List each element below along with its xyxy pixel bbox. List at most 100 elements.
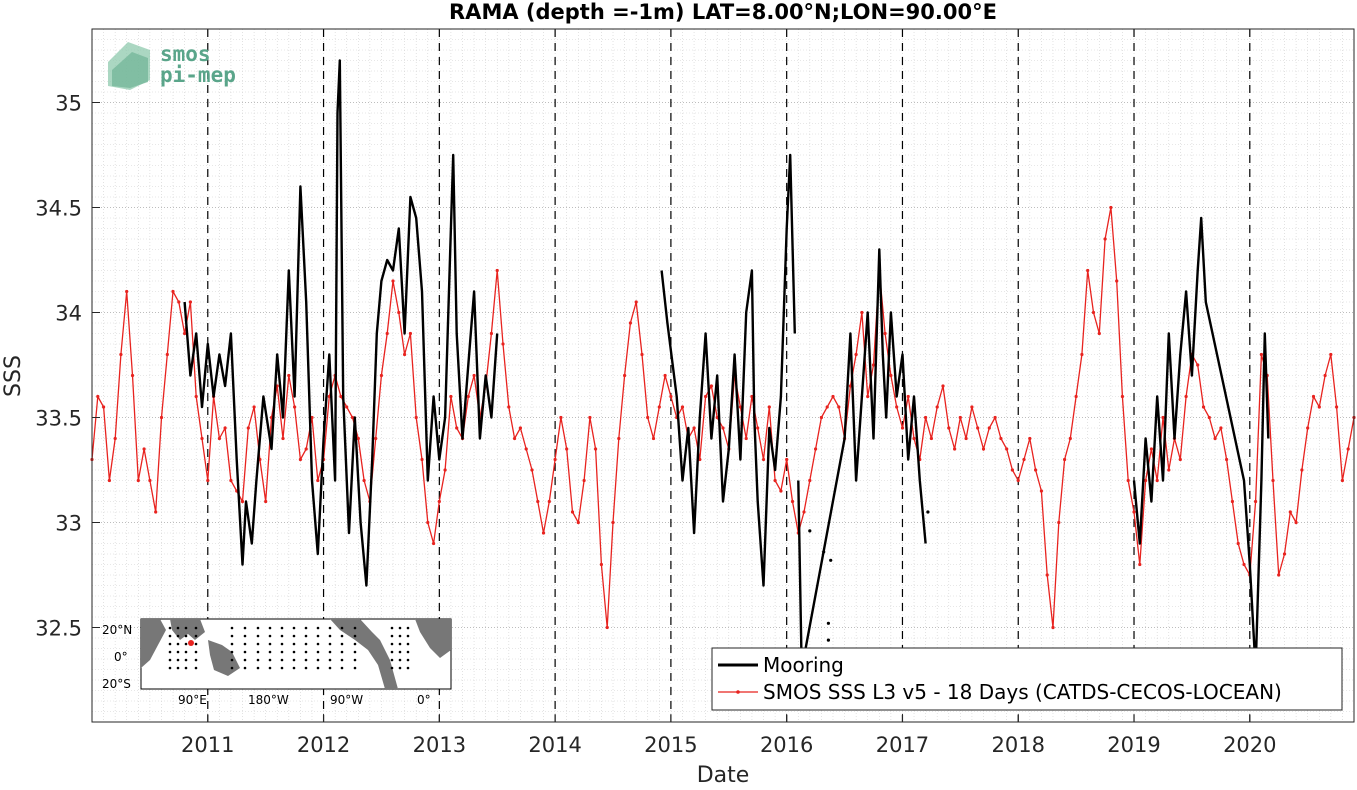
y-axis-label: SSS	[1, 355, 26, 397]
mooring-dot	[176, 634, 180, 638]
smos-data-point	[947, 426, 951, 430]
mooring-dot	[194, 642, 198, 646]
smos-data-point	[223, 426, 227, 430]
smos-data-point	[1207, 415, 1211, 420]
smos-data-point	[704, 394, 708, 399]
smos-data-point	[1294, 520, 1298, 525]
mooring-isolated-point	[808, 529, 812, 533]
mooring-dot	[230, 658, 234, 662]
mooring-dot	[268, 634, 272, 638]
smos-data-point	[1219, 426, 1223, 430]
mooring-isolated-point	[826, 621, 831, 625]
smos-data-point	[623, 373, 627, 378]
x-tick-label: 2011	[181, 733, 234, 757]
mooring-dot	[256, 634, 260, 638]
smos-data-point	[1335, 405, 1339, 409]
x-tick-label: 2012	[297, 733, 350, 757]
mooring-dot	[304, 658, 308, 662]
mooring-dot	[268, 666, 272, 670]
mooring-dot	[176, 650, 180, 654]
mooring-dot	[184, 650, 188, 654]
smos-data-point	[651, 436, 656, 441]
smos-data-point	[530, 468, 534, 472]
smos-data-point	[761, 457, 766, 462]
smos-data-point	[900, 426, 905, 430]
smos-data-point	[316, 478, 320, 483]
smos-data-point	[472, 373, 476, 378]
mooring-dot	[353, 650, 357, 654]
inset-station-marker	[188, 640, 194, 646]
mooring-dot	[280, 666, 284, 670]
smos-data-point	[594, 447, 598, 451]
smos-data-point	[443, 468, 447, 472]
mooring-dot	[268, 642, 272, 646]
x-tick-label: 2020	[1223, 733, 1276, 757]
smos-data-point	[524, 447, 528, 451]
smos-data-point	[177, 300, 181, 304]
mooring-dot	[168, 626, 172, 630]
mooring-dot	[184, 634, 188, 638]
mooring-dot	[390, 642, 394, 646]
smos-data-point	[970, 405, 974, 409]
smos-data-point	[264, 499, 268, 504]
series-line-mooring	[183, 59, 499, 587]
smos-data-point	[1161, 415, 1165, 420]
smos-data-point	[1155, 478, 1159, 483]
mooring-isolated-point	[926, 510, 930, 514]
smos-data-point	[767, 405, 771, 409]
smos-data-point	[1149, 447, 1153, 451]
smos-data-point	[449, 394, 453, 399]
smos-data-point	[356, 436, 360, 441]
mooring-dot	[184, 626, 188, 630]
inset-lon-label: 90°E	[178, 693, 207, 707]
smos-data-point	[1201, 405, 1206, 409]
smos-data-point	[1097, 331, 1101, 336]
tick-layer: 2011 2012 2013 2014 2015 2016 2017 2018 2019 2020…	[35, 92, 1276, 758]
x-tick-label: 2013	[413, 733, 466, 757]
mooring-dot	[316, 658, 320, 662]
mooring-dot	[406, 634, 410, 638]
mooring-dot	[243, 626, 247, 630]
mooring-dot	[390, 634, 394, 638]
mooring-dot	[316, 634, 320, 638]
mooring-dot	[353, 666, 357, 670]
smos-data-point	[1103, 237, 1107, 241]
smos-data-point	[1126, 478, 1130, 483]
mooring-dot	[353, 634, 357, 638]
smos-data-point	[374, 436, 378, 441]
smos-data-point	[495, 268, 499, 273]
smos-data-point	[188, 300, 192, 304]
mooring-dot	[398, 658, 402, 662]
mooring-dot	[194, 658, 198, 662]
y-tick-label: 32.5	[35, 617, 82, 641]
smos-data-point	[507, 405, 511, 409]
africa-land	[141, 619, 166, 668]
x-tick-label: 2019	[1107, 733, 1160, 757]
mooring-dot	[256, 642, 260, 646]
mooring-isolated-point	[826, 638, 831, 642]
smos-data-point	[426, 520, 430, 525]
smos-data-point	[403, 352, 407, 357]
smos-data-point	[96, 394, 100, 399]
smos-data-point	[1028, 436, 1032, 441]
mooring-dot	[194, 626, 198, 630]
smos-data-point	[136, 478, 140, 483]
mooring-dot	[194, 634, 198, 638]
smos-data-point	[588, 415, 592, 420]
smos-data-point	[1109, 205, 1113, 210]
smos-data-point	[408, 331, 412, 336]
smos-data-point	[790, 499, 795, 504]
inset-lon-label: 0°	[417, 693, 431, 707]
smos-data-point	[860, 310, 864, 315]
smos-data-point	[611, 520, 615, 525]
mooring-dot	[398, 650, 402, 654]
smos-data-point	[489, 331, 493, 336]
smos-data-point	[848, 384, 853, 388]
smos-data-point	[773, 478, 777, 483]
smos-data-point	[501, 342, 505, 346]
smos-data-point	[976, 426, 980, 430]
smos-data-point	[1271, 478, 1275, 483]
smos-data-point	[785, 457, 789, 462]
smos-data-point	[113, 436, 117, 441]
mooring-dot	[292, 658, 296, 662]
